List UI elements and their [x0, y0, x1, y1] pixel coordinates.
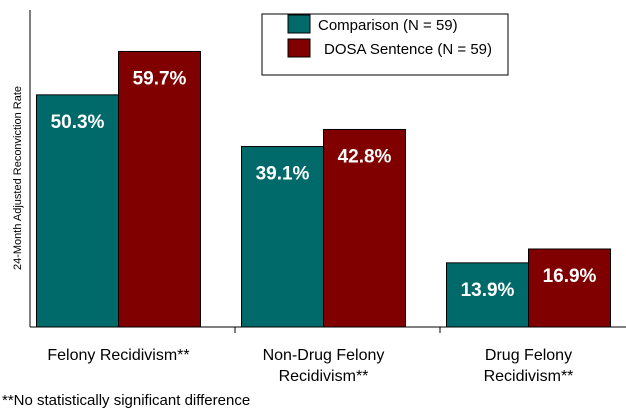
- bar: [446, 262, 529, 328]
- x-tick-label: Felony Recidivism**: [47, 347, 190, 364]
- bar: [118, 50, 201, 328]
- bar: [241, 146, 324, 328]
- data-label: 42.8%: [338, 146, 392, 167]
- data-label: 39.1%: [256, 164, 310, 185]
- legend-swatch: [287, 14, 311, 34]
- legend-label: DOSA Sentence (N = 59): [324, 41, 492, 58]
- y-axis-label: 24-Month Adjusted Reconviction Rate: [12, 86, 24, 270]
- bar: [36, 94, 119, 328]
- footnote: **No statistically significant differenc…: [2, 392, 251, 409]
- data-label: 16.9%: [543, 266, 597, 287]
- data-label: 50.3%: [51, 112, 105, 133]
- data-label: 13.9%: [461, 280, 515, 301]
- bar: [323, 128, 406, 328]
- bar: [528, 248, 611, 328]
- x-tick-label: Drug Felony Recidivism**: [483, 347, 574, 385]
- x-tick-label: Non-Drug Felony Recidivism**: [262, 347, 385, 385]
- legend-swatch: [287, 38, 311, 58]
- legend-label: Comparison (N = 59): [318, 17, 458, 34]
- data-label: 59.7%: [133, 68, 187, 89]
